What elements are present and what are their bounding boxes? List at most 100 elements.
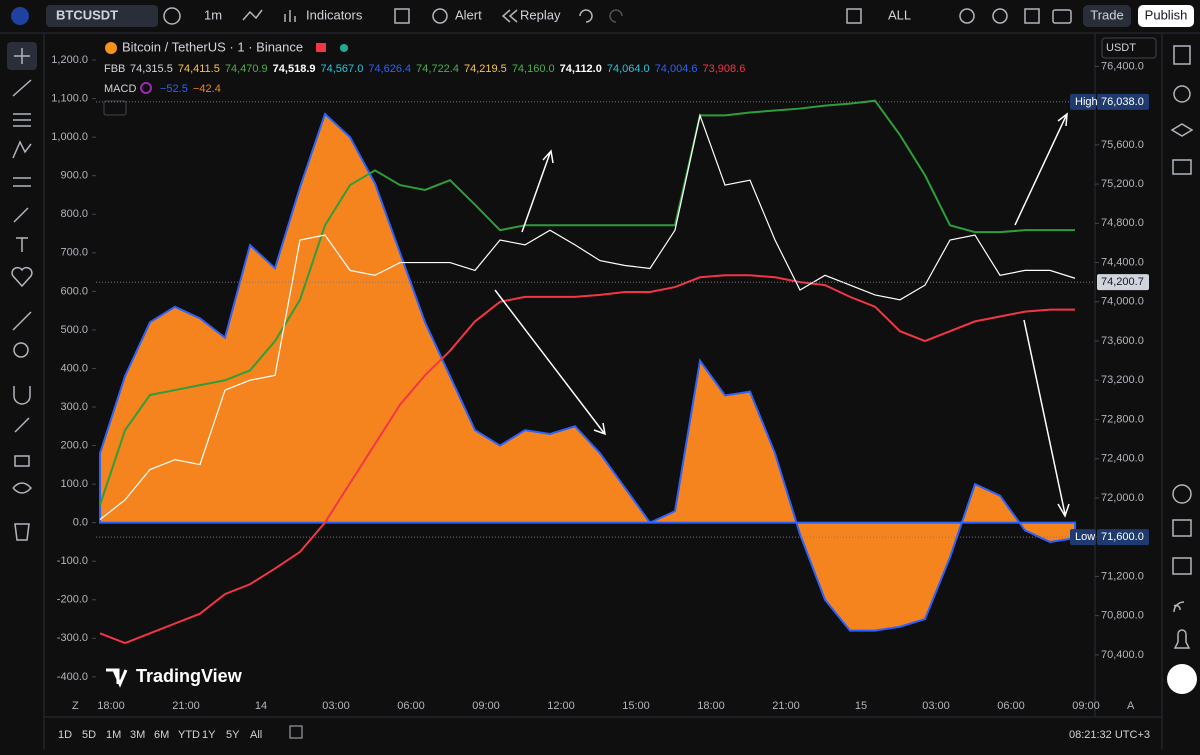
fbb-value: 74,219.5 <box>464 63 507 75</box>
fbb-values: 74,315.5 74,411.5 74,470.9 74,518.9 74,567.0… <box>130 63 745 75</box>
flag[interactable] <box>316 43 326 52</box>
y2-tick-label: 73,200.0 <box>1101 374 1144 386</box>
time-label: 21:00 <box>172 700 200 712</box>
range[interactable]: ALL <box>888 7 911 22</box>
alert-icon[interactable] <box>432 8 448 24</box>
fbb-value: 74,004.6 <box>655 63 698 75</box>
price-label-box <box>1097 93 1149 110</box>
price-label-box <box>1097 529 1149 546</box>
fbb-value: 74,470.9 <box>225 63 268 75</box>
y-tick-label: 400.0 <box>60 362 88 374</box>
y-tick-label: 800.0 <box>60 208 88 220</box>
y2-tick-label: 74,000.0 <box>1101 296 1144 308</box>
level-tag: High <box>1075 96 1098 108</box>
clock: 08:21:32 UTC+3 <box>1069 729 1150 741</box>
coin-icon <box>105 42 117 54</box>
a-button[interactable]: A <box>1127 700 1135 712</box>
y2-tick-label: 73,600.0 <box>1101 335 1144 347</box>
macd-value: −52.5 <box>160 83 188 95</box>
series-line <box>99 99 1075 506</box>
indicators[interactable]: Indicators <box>306 7 363 22</box>
y-tick-label: 700.0 <box>60 247 88 259</box>
macd-label[interactable]: MACD <box>104 83 136 95</box>
replay-icon[interactable] <box>501 9 518 23</box>
y-tick-label: 0.0 <box>73 517 88 529</box>
currency[interactable]: USDT <box>1106 42 1136 54</box>
y-tick-label: -100.0 <box>57 555 88 567</box>
macd-area <box>99 112 1076 632</box>
y2-tick-label: 70,800.0 <box>1101 610 1144 622</box>
currency-box[interactable] <box>1101 37 1157 59</box>
layouts[interactable] <box>394 8 410 24</box>
add-symbol[interactable] <box>163 7 181 25</box>
range-button[interactable]: YTD <box>178 729 200 741</box>
drawing-tools[interactable] <box>11 79 33 541</box>
trade-button[interactable] <box>1083 5 1131 27</box>
layout-box[interactable] <box>846 8 862 24</box>
y-tick-label: -200.0 <box>57 594 88 606</box>
range-button[interactable]: 5D <box>82 729 96 741</box>
range-button[interactable]: 5Y <box>226 729 240 741</box>
y2-tick-label: 76,400.0 <box>1101 60 1144 72</box>
fbb-value: 73,908.6 <box>703 63 746 75</box>
collapse-legend[interactable] <box>103 100 127 116</box>
snapshot[interactable] <box>1052 9 1072 24</box>
bottom-bar: 1D 5D 1M 3M 6M YTD 1Y 5Y All <box>58 729 262 741</box>
time-label: 14 <box>255 700 267 712</box>
time-label: 06:00 <box>397 700 425 712</box>
y-tick-label: 500.0 <box>60 324 88 336</box>
replay[interactable]: Replay <box>520 7 561 22</box>
fbb-value: 74,160.0 <box>512 63 555 75</box>
avatar[interactable] <box>11 7 29 25</box>
publish[interactable]: Publish <box>1145 7 1188 22</box>
alert[interactable]: Alert <box>455 7 482 22</box>
y-tick-label: -300.0 <box>57 632 88 644</box>
fbb-value: 74,722.4 <box>416 63 459 75</box>
undo[interactable] <box>579 9 593 23</box>
fbb-value: 74,518.9 <box>273 63 316 75</box>
range-button[interactable]: 6M <box>154 729 169 741</box>
symbol-box[interactable] <box>46 5 158 27</box>
z-button[interactable]: Z <box>72 700 79 712</box>
level-tag-box <box>1070 529 1096 546</box>
range-button[interactable]: 1D <box>58 729 72 741</box>
time-label: 15:00 <box>622 700 650 712</box>
y2-tick-label: 75,200.0 <box>1101 178 1144 190</box>
fbb-value: 74,626.4 <box>368 63 411 75</box>
symbol[interactable]: BTCUSDT <box>56 7 118 22</box>
time-label: 03:00 <box>922 700 950 712</box>
range-button[interactable]: All <box>250 729 262 741</box>
fullscreen[interactable] <box>1024 8 1040 24</box>
more-button[interactable] <box>1167 664 1197 694</box>
indicators-icon[interactable] <box>284 10 296 22</box>
time-label: 09:00 <box>472 700 500 712</box>
range-button[interactable]: 3M <box>130 729 145 741</box>
fbb-value: 74,567.0 <box>321 63 364 75</box>
time-label: 09:00 <box>1072 700 1100 712</box>
y-tick-label: 100.0 <box>60 478 88 490</box>
sidebar-icons[interactable] <box>1170 45 1194 649</box>
plot: -400.0 -300.0 -200.0 -100.0 0.0 100.0 200.0 300… <box>51 54 1149 712</box>
fbb-label[interactable]: FBB <box>104 63 125 75</box>
date-range-icon[interactable] <box>289 725 303 739</box>
fbb-value: 74,315.5 <box>130 63 173 75</box>
range-button[interactable]: 1M <box>106 729 121 741</box>
time-label: 03:00 <box>322 700 350 712</box>
settings[interactable] <box>992 8 1008 24</box>
series-line <box>99 274 1075 645</box>
time-label: 18:00 <box>697 700 725 712</box>
price-label-box <box>1097 274 1149 291</box>
redo[interactable] <box>609 9 623 23</box>
watermark: TradingView <box>136 666 243 686</box>
chart-type[interactable] <box>242 9 263 21</box>
interval[interactable]: 1m <box>204 7 222 22</box>
series-line <box>99 113 1076 521</box>
search[interactable] <box>959 8 975 24</box>
publish-button[interactable] <box>1138 5 1194 27</box>
y-tick-label: -400.0 <box>57 671 88 683</box>
range-button[interactable]: 1Y <box>202 729 216 741</box>
crosshair-icon[interactable] <box>14 48 30 64</box>
trade[interactable]: Trade <box>1090 7 1123 22</box>
level-tag: Low <box>1075 531 1095 543</box>
